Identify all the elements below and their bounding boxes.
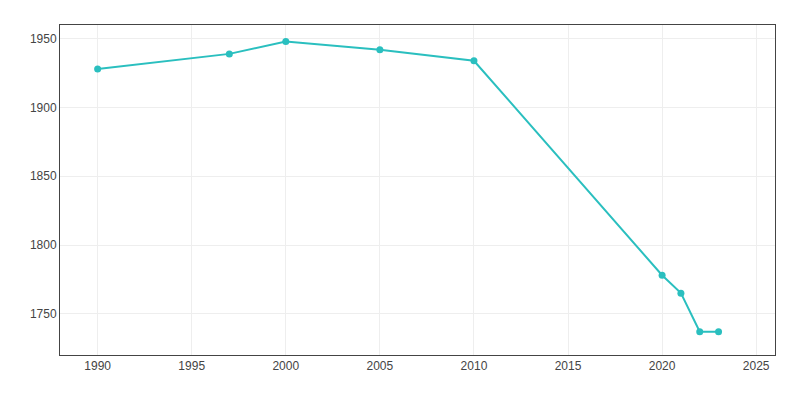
svg-text:2020: 2020: [649, 359, 676, 373]
svg-text:2025: 2025: [743, 359, 770, 373]
svg-text:1750: 1750: [30, 307, 57, 321]
svg-text:2010: 2010: [461, 359, 488, 373]
svg-text:2015: 2015: [555, 359, 582, 373]
svg-text:2000: 2000: [272, 359, 299, 373]
svg-text:1800: 1800: [30, 238, 57, 252]
svg-text:1950: 1950: [30, 32, 57, 46]
svg-text:1900: 1900: [30, 101, 57, 115]
svg-text:1850: 1850: [30, 169, 57, 183]
svg-text:1990: 1990: [84, 359, 111, 373]
svg-text:1995: 1995: [178, 359, 205, 373]
svg-text:2005: 2005: [367, 359, 394, 373]
